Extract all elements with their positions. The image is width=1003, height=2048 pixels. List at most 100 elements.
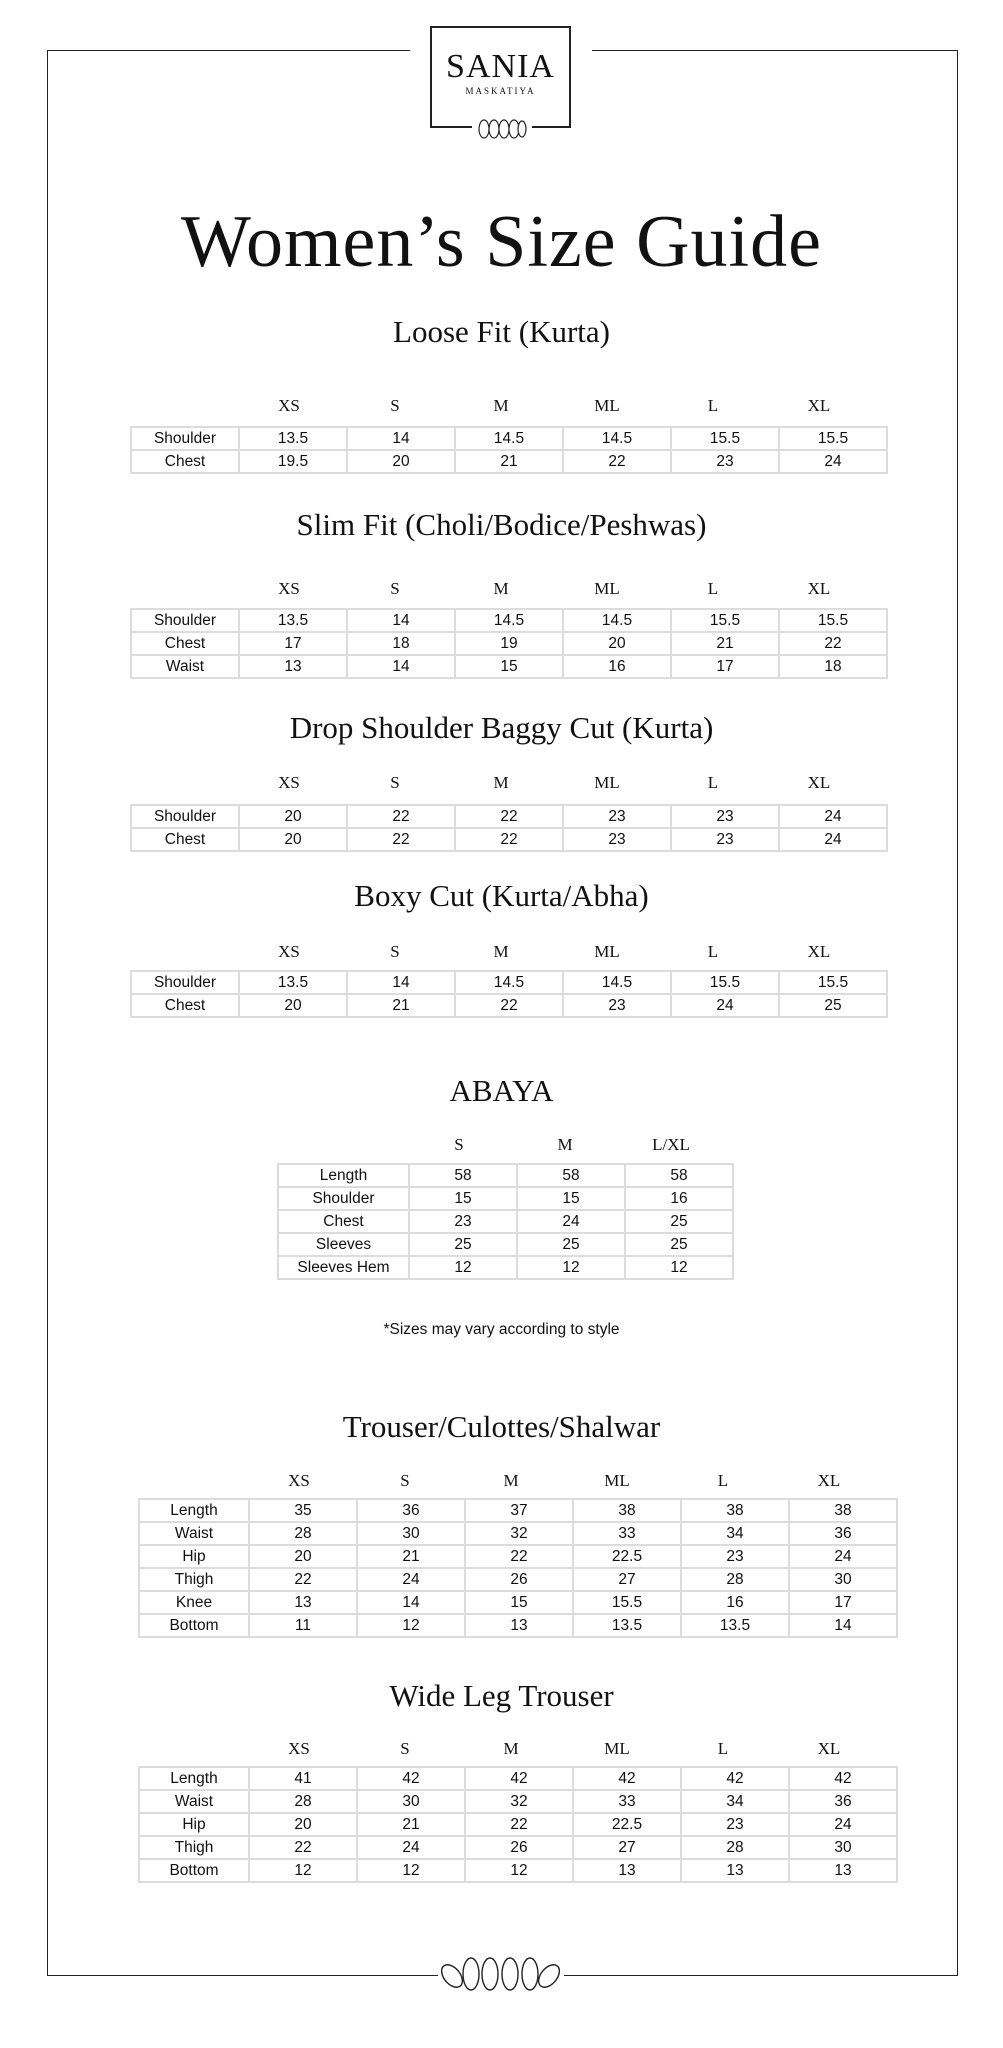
measurement-cell: 22	[464, 1812, 574, 1837]
brand-subname: MASKATIYA	[465, 86, 536, 96]
size-header: S	[390, 396, 400, 415]
measurement-cell: 19	[454, 631, 564, 656]
row-label: Thigh	[138, 1835, 250, 1860]
measurement-cell: 16	[680, 1590, 790, 1615]
measurement-cell: 22	[248, 1835, 358, 1860]
size-table: Shoulder 20 22 22 23 23 24 Chest 20 22 22 23 23 24	[130, 804, 888, 852]
measurement-cell: 24	[778, 804, 888, 829]
measurement-cell: 13	[788, 1858, 898, 1883]
measurement-cell: 14	[346, 608, 456, 633]
measurement-cell: 32	[464, 1521, 574, 1546]
table-row: Hip 20 21 22 22.5 23 24	[138, 1544, 898, 1569]
table-row: Bottom 11 12 13 13.5 13.5 14	[138, 1613, 898, 1638]
section-title: ABAYA	[449, 1073, 554, 1108]
measurement-cell: 16	[562, 654, 672, 679]
size-table: Shoulder 13.5 14 14.5 14.5 15.5 15.5 Chest 19.5 2…	[130, 426, 888, 474]
measurement-cell: 22	[454, 993, 564, 1018]
measurement-cell: 42	[356, 1766, 466, 1791]
measurement-cell: 15.5	[778, 426, 888, 451]
measurement-cell: 13.5	[572, 1613, 682, 1638]
table-row: Chest 19.5 20 21 22 23 24	[130, 449, 888, 474]
row-label: Knee	[138, 1590, 250, 1615]
size-header: S	[400, 1739, 410, 1758]
size-header: M	[493, 579, 509, 598]
page-title: Women’s Size Guide	[181, 201, 822, 283]
measurement-cell: 27	[572, 1567, 682, 1592]
table-row: Chest 20 22 22 23 23 24	[130, 827, 888, 852]
row-label: Length	[277, 1163, 410, 1188]
size-header: XS	[288, 1739, 310, 1758]
measurement-cell: 17	[788, 1590, 898, 1615]
measurement-cell: 26	[464, 1567, 574, 1592]
measurement-cell: 23	[562, 993, 672, 1018]
size-header: S	[390, 773, 400, 792]
size-header: ML	[594, 396, 620, 415]
measurement-cell: 17	[238, 631, 348, 656]
size-header: S	[400, 1471, 410, 1490]
measurement-cell: 21	[670, 631, 780, 656]
measurement-cell: 14.5	[562, 608, 672, 633]
measurement-cell: 23	[670, 804, 780, 829]
size-header: L	[707, 773, 719, 792]
measurement-cell: 21	[346, 993, 456, 1018]
measurement-cell: 25	[624, 1232, 734, 1257]
measurement-cell: 22	[778, 631, 888, 656]
measurement-cell: 24	[788, 1812, 898, 1837]
measurement-cell: 21	[356, 1544, 466, 1569]
measurement-cell: 20	[238, 827, 348, 852]
table-row: Thigh 22 24 26 27 28 30	[138, 1567, 898, 1592]
size-table: Length 35 36 37 38 38 38 Waist 28 30 32 33 34 36 Hip 20…	[138, 1498, 898, 1638]
measurement-cell: 22	[464, 1544, 574, 1569]
measurement-cell: 20	[238, 993, 348, 1018]
measurement-cell: 11	[248, 1613, 358, 1638]
size-header: XL	[817, 1739, 841, 1758]
measurement-cell: 18	[778, 654, 888, 679]
row-label: Chest	[277, 1209, 410, 1234]
size-header: M	[493, 773, 509, 792]
row-label: Chest	[130, 449, 240, 474]
measurement-cell: 21	[454, 449, 564, 474]
brand-name: SANIA	[446, 48, 555, 85]
section-title: Wide Leg Trouser	[389, 1678, 614, 1713]
measurement-cell: 15	[408, 1186, 518, 1211]
measurement-cell: 13.5	[238, 970, 348, 995]
row-label: Waist	[138, 1521, 250, 1546]
measurement-cell: 22	[454, 827, 564, 852]
size-header: L	[717, 1471, 729, 1490]
measurement-cell: 58	[624, 1163, 734, 1188]
measurement-cell: 13.5	[238, 426, 348, 451]
measurement-cell: 20	[346, 449, 456, 474]
measurement-cell: 22.5	[572, 1544, 682, 1569]
size-header-row: XS S M ML L XL	[246, 1739, 882, 1759]
measurement-cell: 27	[572, 1835, 682, 1860]
measurement-cell: 23	[670, 827, 780, 852]
size-header: S	[454, 1135, 464, 1154]
measurement-cell: 42	[788, 1766, 898, 1791]
row-label: Chest	[130, 631, 240, 656]
size-header: ML	[594, 942, 620, 961]
measurement-cell: 24	[516, 1209, 626, 1234]
measurement-cell: 14	[346, 426, 456, 451]
measurement-cell: 20	[248, 1812, 358, 1837]
measurement-cell: 12	[516, 1255, 626, 1280]
measurement-cell: 17	[670, 654, 780, 679]
measurement-cell: 25	[624, 1209, 734, 1234]
size-header: L	[707, 579, 719, 598]
measurement-cell: 13.5	[238, 608, 348, 633]
row-label: Thigh	[138, 1567, 250, 1592]
measurement-cell: 34	[680, 1789, 790, 1814]
size-header-row: XS S M ML L XL	[236, 579, 872, 599]
size-header-row: XS S M ML L XL	[236, 942, 872, 962]
size-table: Shoulder 13.5 14 14.5 14.5 15.5 15.5 Chest 20 21 2…	[130, 970, 888, 1018]
measurement-cell: 26	[464, 1835, 574, 1860]
table-row: Shoulder 20 22 22 23 23 24	[130, 804, 888, 829]
measurement-cell: 23	[680, 1812, 790, 1837]
size-header: ML	[604, 1471, 630, 1490]
size-header: M	[503, 1739, 519, 1758]
measurement-cell: 22	[248, 1567, 358, 1592]
row-label: Waist	[130, 654, 240, 679]
size-header: L	[707, 942, 719, 961]
measurement-cell: 24	[356, 1835, 466, 1860]
measurement-cell: 15	[464, 1590, 574, 1615]
table-row: Shoulder 13.5 14 14.5 14.5 15.5 15.5	[130, 970, 888, 995]
